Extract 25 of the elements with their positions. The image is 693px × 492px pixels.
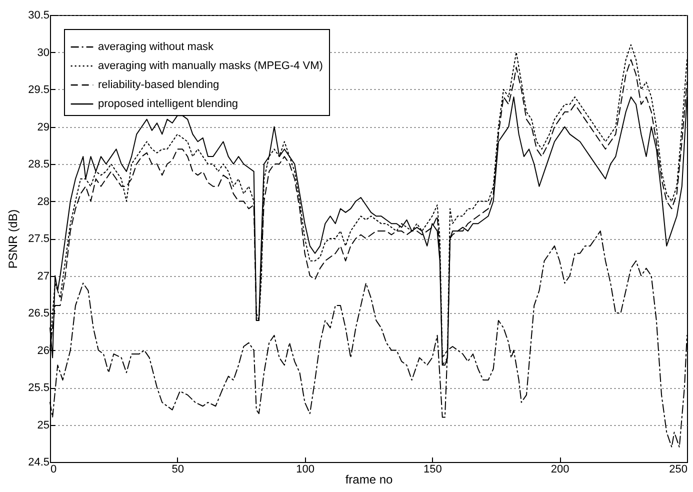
x-tick-label: 150 [424,464,442,476]
legend-label: averaging with manually masks (MPEG-4 VM) [98,60,323,72]
y-tick-label: 27.5 [28,233,50,245]
y-tick-label: 30.5 [28,10,50,22]
legend-label: averaging without mask [98,41,214,53]
y-tick-label: 25.5 [28,382,50,394]
x-axis-title: frame no [345,472,393,486]
y-tick-label: 26.5 [28,308,50,320]
y-tick-label: 27 [37,270,50,282]
y-tick-label: 24.5 [28,456,50,468]
x-tick-label: 0 [50,464,57,476]
y-tick-label: 25 [37,419,50,432]
legend-label: proposed intelligent blending [98,98,238,110]
y-tick-label: 29 [37,121,50,134]
x-tick-label: 100 [296,464,314,476]
x-tick-label: 250 [669,464,688,476]
y-axis-title: PSNR (dB) [6,209,20,269]
legend-label: reliability-based blending [98,79,220,91]
y-tick-label: 30 [37,46,50,59]
x-tick-label: 200 [550,464,570,476]
y-tick-label: 28 [37,196,50,208]
y-tick-label: 28.5 [28,158,50,170]
x-tick-label: 50 [172,464,184,476]
y-tick-label: 29.5 [28,84,50,96]
y-tick-label: 26 [37,344,50,357]
